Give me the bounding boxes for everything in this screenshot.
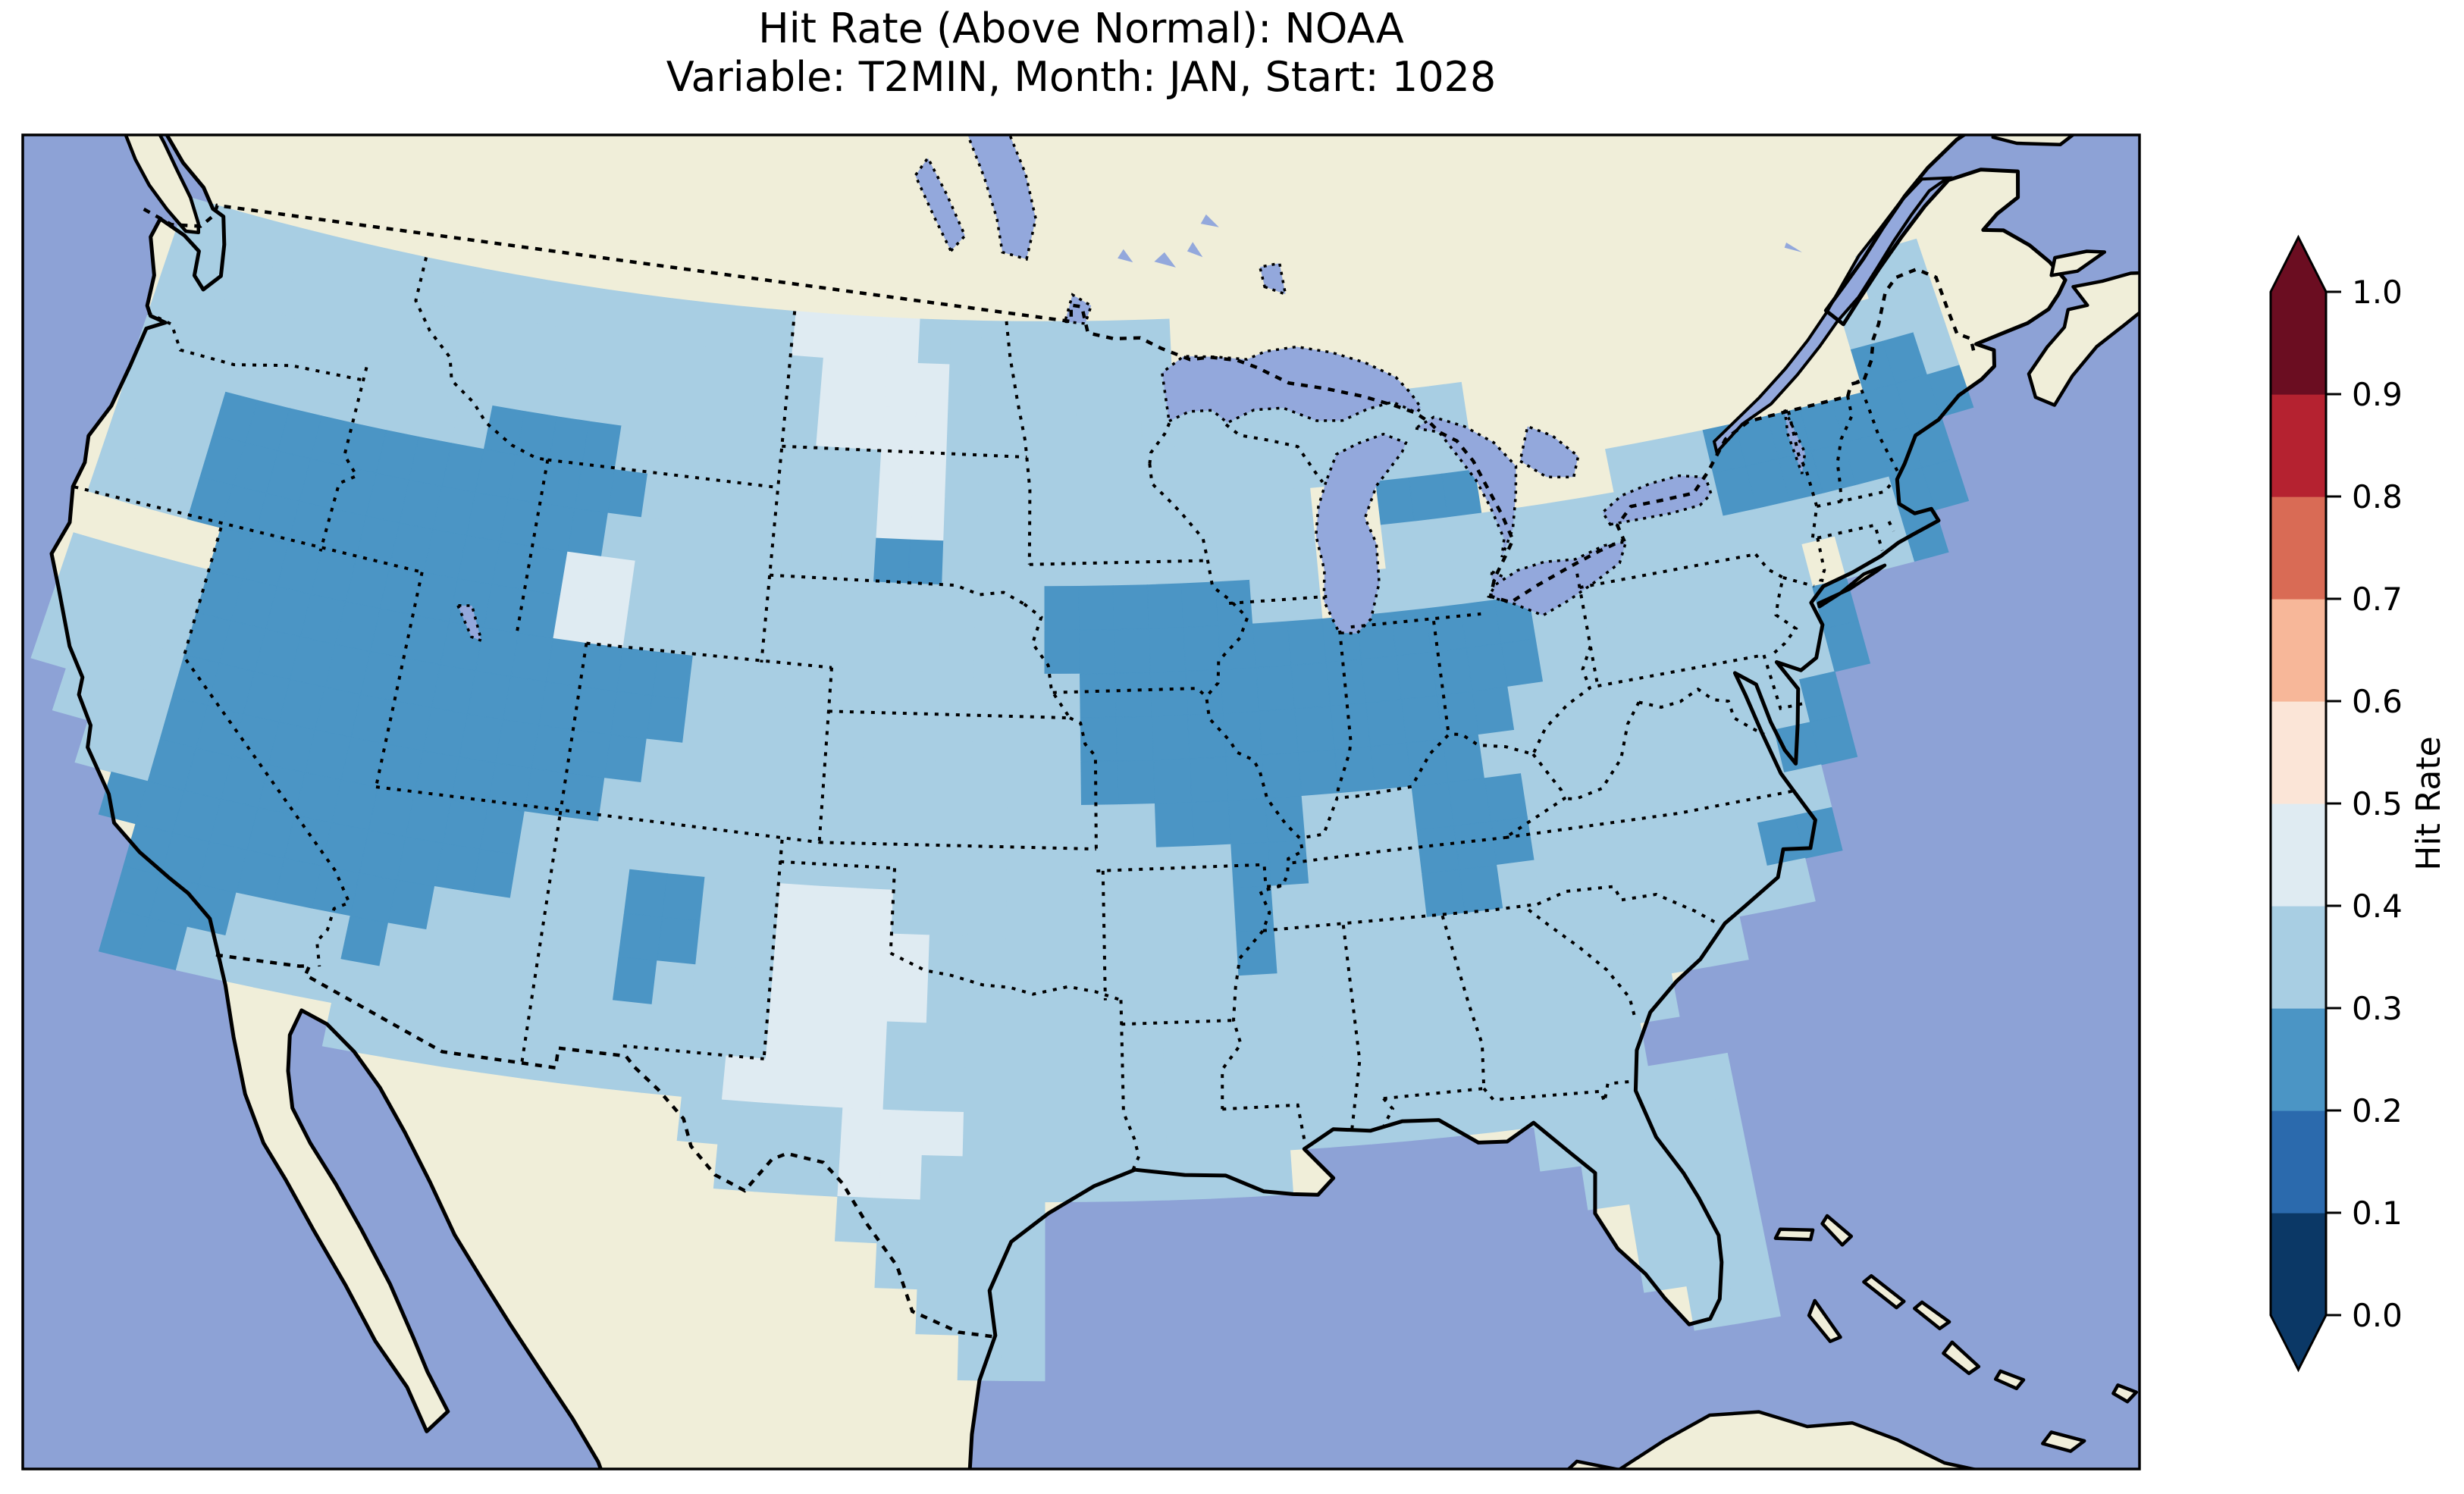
colorbar-tick-label: 0.5 xyxy=(2352,785,2403,822)
colorbar-tick-label: 0.7 xyxy=(2352,581,2403,618)
map-frame xyxy=(21,133,2141,1471)
colorbar-tick-label: 0.0 xyxy=(2352,1297,2403,1334)
colorbar xyxy=(2269,234,2328,1373)
colorbar-segment xyxy=(2271,496,2326,600)
colorbar-tick-label: 0.2 xyxy=(2352,1092,2403,1129)
colorbar-segment xyxy=(2271,803,2326,907)
country-borders xyxy=(143,203,1977,1339)
colorbar-segment xyxy=(2271,1110,2326,1214)
colorbar-segment xyxy=(2271,701,2326,804)
colorbar-segment xyxy=(2271,906,2326,1009)
colorbar-tick-label: 0.6 xyxy=(2352,683,2403,720)
colorbar-axis-label: Hit Rate xyxy=(2409,736,2448,870)
chart-title-line1: Hit Rate (Above Normal): NOAA xyxy=(758,5,1404,52)
chart-title: Hit Rate (Above Normal): NOAA Variable: … xyxy=(23,5,2140,102)
colorbar-segment xyxy=(2271,394,2326,497)
colorbar-tick-label: 0.3 xyxy=(2352,990,2403,1027)
colorbar-extend-above xyxy=(2271,237,2326,292)
colorbar-segment xyxy=(2271,292,2326,395)
colorbar-tick-label: 0.8 xyxy=(2352,478,2403,515)
hit-rate-grid-cells xyxy=(30,196,1974,1382)
colorbar-segment xyxy=(2271,1008,2326,1111)
colorbar-tick-label: 0.1 xyxy=(2352,1195,2403,1232)
colorbar-segment xyxy=(2271,599,2326,702)
colorbar-tick-label: 0.9 xyxy=(2352,376,2403,413)
colorbar-segment xyxy=(2271,1213,2326,1316)
colorbar-tick-label: 1.0 xyxy=(2352,274,2403,311)
colorbar-tick-label: 0.4 xyxy=(2352,888,2403,925)
map-area xyxy=(23,135,2140,1469)
colorbar-extend-below xyxy=(2271,1315,2326,1370)
state-borders xyxy=(74,257,1899,1171)
colorbar-labels: 0.0 0.1 0.2 0.3 0.4 0.5 0.6 0.7 0.8 0.9 1.0 Hit Rat… xyxy=(2326,274,2448,1334)
chart-title-line2: Variable: T2MIN, Month: JAN, Start: 1028 xyxy=(666,53,1497,101)
coastline xyxy=(49,135,2140,1469)
